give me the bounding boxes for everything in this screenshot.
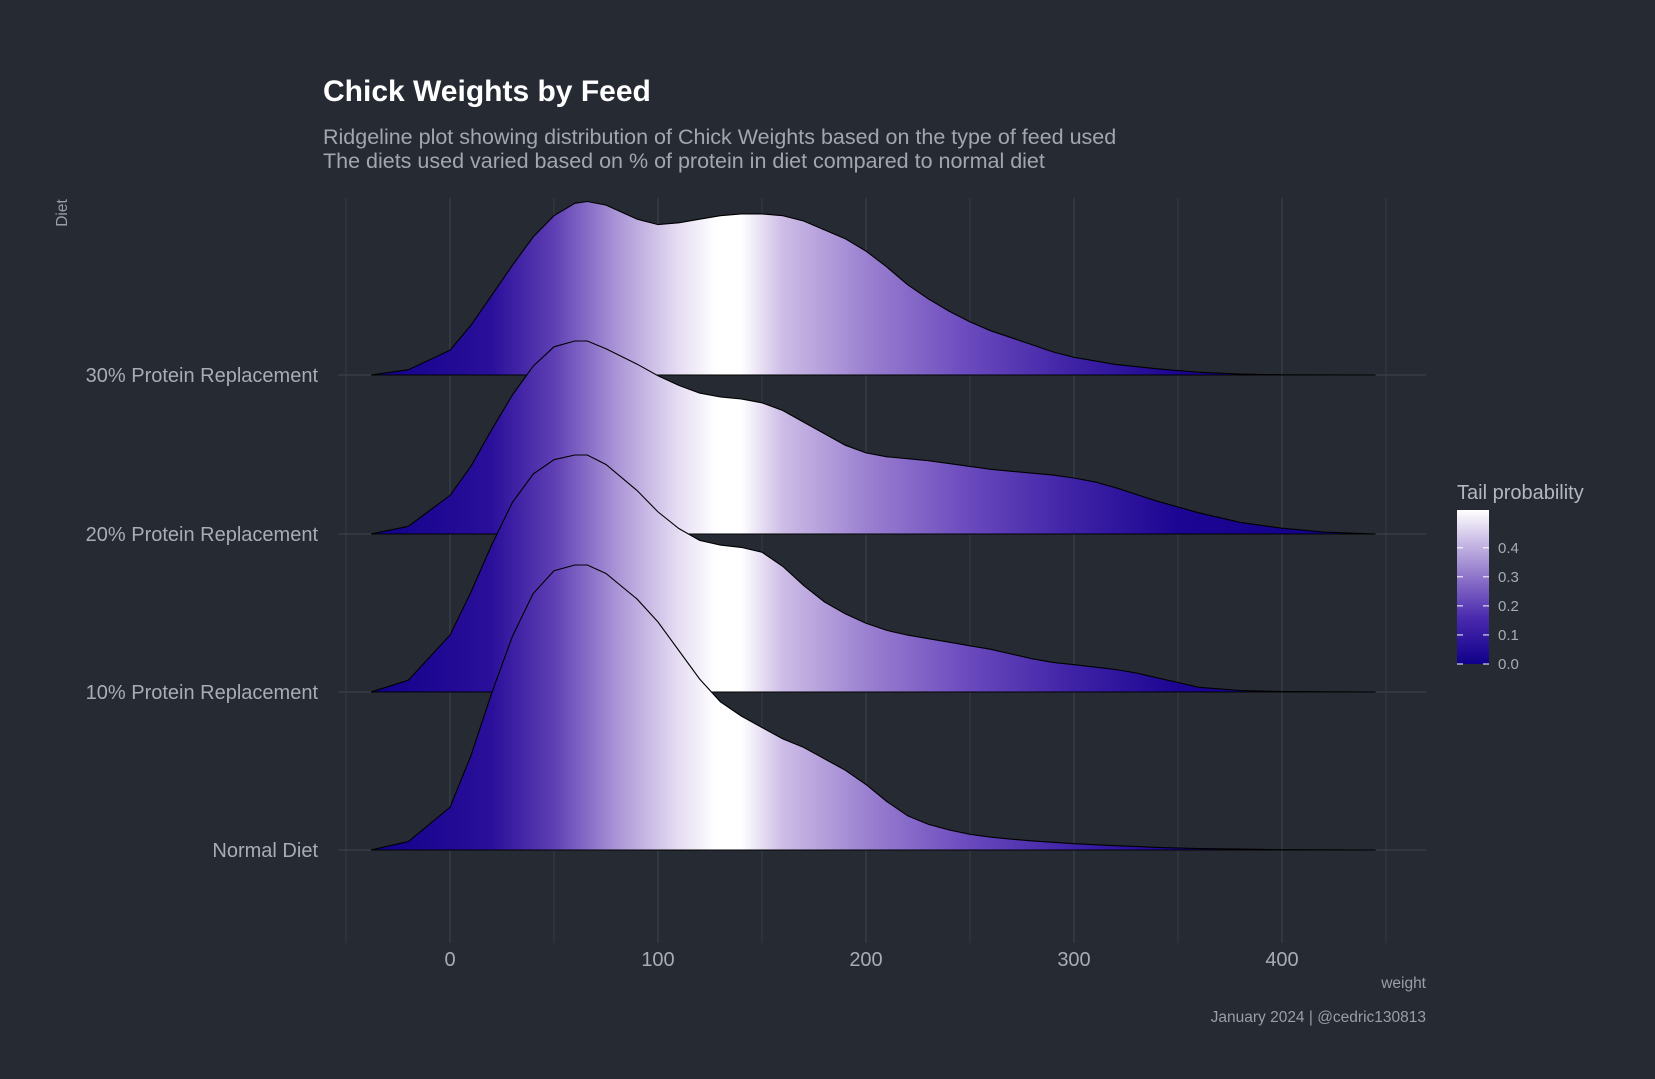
y-axis-labels: Normal Diet 10% Protein Replacement 20% Pr… xyxy=(86,365,319,862)
x-tick-label: 200 xyxy=(849,949,882,971)
chart-subtitle-line-1: Ridgeline plot showing distribution of C… xyxy=(323,125,1116,149)
ridges xyxy=(370,200,1376,851)
y-tick-label: 30% Protein Replacement xyxy=(86,365,319,387)
legend-colorbar xyxy=(1457,510,1489,664)
ridge-outline-2 xyxy=(370,340,1376,535)
ridge-area-3 xyxy=(371,201,1376,375)
ridge-outline-3 xyxy=(370,200,1376,376)
ridge-outline-1 xyxy=(370,454,1376,693)
x-tick-label: 300 xyxy=(1057,949,1090,971)
x-axis-title: weight xyxy=(1380,975,1426,992)
legend-tick-label: 0.1 xyxy=(1498,627,1519,644)
legend-title: Tail probability xyxy=(1457,482,1584,504)
y-tick-label: Normal Diet xyxy=(212,840,318,862)
x-tick-label: 100 xyxy=(641,949,674,971)
ridge-area-0 xyxy=(371,565,1376,850)
x-tick-label: 0 xyxy=(444,949,455,971)
legend-tick-label: 0.4 xyxy=(1498,540,1519,557)
legend-ticks: 0.0 0.1 0.2 0.3 0.4 xyxy=(1457,540,1519,673)
ridge-outline-0 xyxy=(370,564,1376,851)
y-tick-label: 20% Protein Replacement xyxy=(86,524,319,546)
y-tick-label: 10% Protein Replacement xyxy=(86,682,319,704)
legend-tick-label: 0.0 xyxy=(1498,656,1519,673)
legend-tick-label: 0.3 xyxy=(1498,569,1519,586)
x-axis-ticks: 0 100 200 300 400 xyxy=(444,949,1298,971)
chart-subtitle-line-2: The diets used varied based on % of prot… xyxy=(323,149,1045,173)
legend: Tail probability 0.0 0.1 0.2 0.3 0.4 xyxy=(1457,482,1584,673)
y-axis-title: Diet xyxy=(54,199,71,227)
x-tick-label: 400 xyxy=(1265,949,1298,971)
chart-caption: January 2024 | @cedric130813 xyxy=(1211,1009,1426,1026)
legend-tick-label: 0.2 xyxy=(1498,598,1519,615)
chart-title: Chick Weights by Feed xyxy=(323,75,651,108)
